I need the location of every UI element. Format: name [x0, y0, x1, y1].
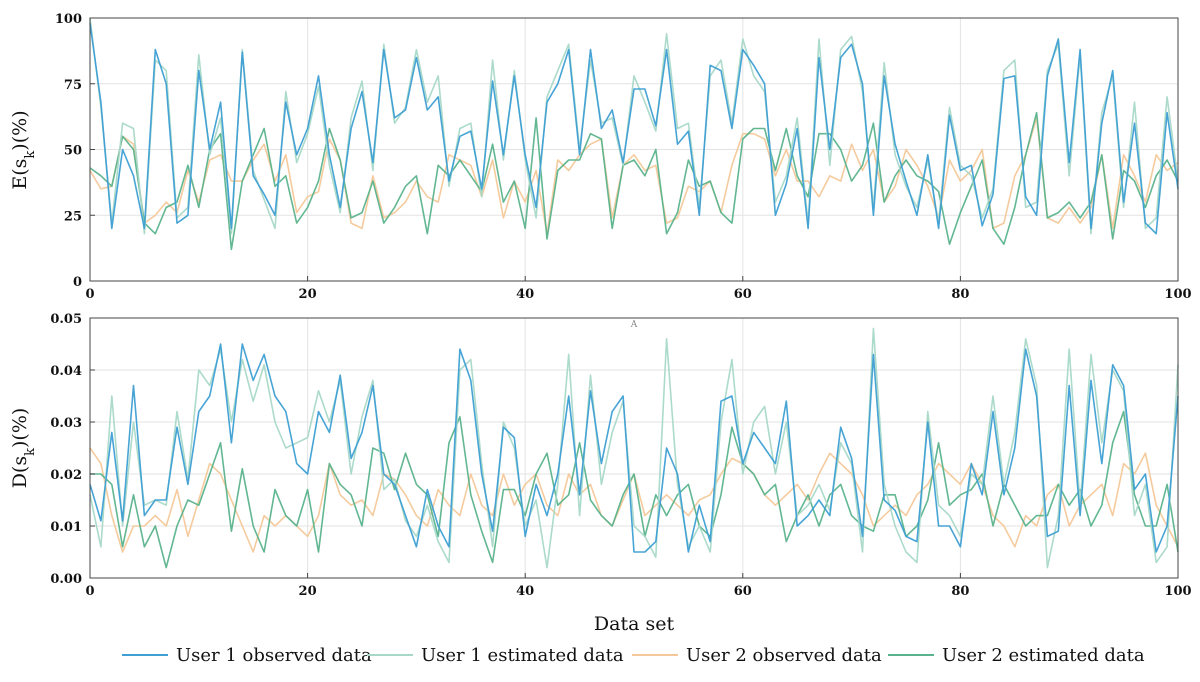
bottom-series-line-user-2-estimated-data	[90, 410, 1179, 569]
bottom-x-tick-label: 60	[734, 584, 752, 599]
legend-label-user-1-estimated-data: User 1 estimated data	[421, 645, 624, 666]
top-x-tick-label: 20	[299, 287, 317, 302]
top-x-tick-label: 60	[734, 287, 752, 302]
top-y-axis-label: E(sk)(%)	[9, 110, 38, 189]
top-x-tick-label: 80	[951, 287, 969, 302]
top-y-tick-label: 100	[55, 12, 82, 27]
bottom-series-line-user-1-estimated-data	[89, 327, 1179, 569]
bottom-x-tick-label: 40	[516, 584, 534, 599]
bottom-y-tick-label: 0.03	[50, 416, 82, 431]
bottom-series-line-user-1-observed-data	[89, 343, 1179, 553]
bottom-plot-area	[90, 318, 1178, 578]
legend-label-user-1-observed-data: User 1 observed data	[176, 645, 372, 666]
bottom-y-tick-label: 0.00	[50, 572, 82, 587]
panel-top: 0 20 40 60 80 100 0 25 50 75 100 E(sk)(%)	[9, 12, 1192, 302]
bottom-x-tick-label: 0	[85, 584, 94, 599]
bottom-y-tick-label: 0.04	[50, 364, 82, 379]
bottom-y-tick-label: 0.02	[50, 468, 82, 483]
bottom-y-axis-label: D(sk)(%)	[9, 408, 38, 489]
stray-mark: A	[630, 320, 638, 330]
bottom-y-tick-label: 0.05	[50, 312, 82, 327]
legend: User 1 observed data User 1 estimated dat…	[122, 645, 1145, 666]
legend-label-user-2-observed-data: User 2 observed data	[686, 645, 882, 666]
top-y-tick-label: 25	[64, 209, 82, 224]
top-y-tick-label: 0	[73, 275, 82, 290]
top-x-tick-label: 0	[85, 287, 94, 302]
bottom-x-tick-label: 100	[1164, 584, 1191, 599]
legend-label-user-2-estimated-data: User 2 estimated data	[942, 645, 1145, 666]
top-series-line-user-2-estimated-data	[89, 111, 1179, 251]
bottom-y-tick-label: 0.01	[50, 520, 82, 535]
top-y-tick-label: 50	[64, 144, 82, 159]
bottom-x-tick-label: 80	[951, 584, 969, 599]
top-y-tick-label: 75	[64, 78, 82, 93]
top-x-tick-label: 100	[1164, 287, 1191, 302]
x-axis-label: Data set	[594, 613, 675, 635]
top-series-line-user-1-observed-data	[89, 23, 1179, 235]
bottom-axes-frame	[89, 317, 1179, 579]
bottom-x-tick-label: 20	[299, 584, 317, 599]
top-x-tick-label: 40	[516, 287, 534, 302]
panel-bottom: 0 20 40 60 80 100 0.00 0.01 0.02 0.03 0.04 0.05 D(sk…	[9, 312, 1192, 635]
